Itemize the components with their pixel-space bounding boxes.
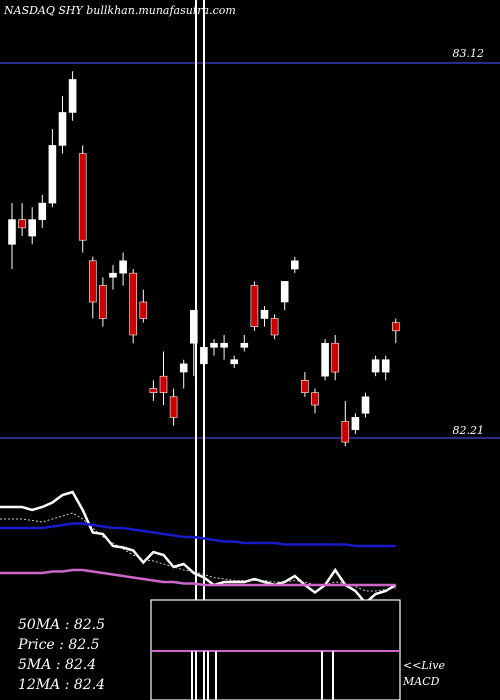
candle-body-28 bbox=[280, 281, 289, 303]
candle-body-33 bbox=[331, 342, 340, 373]
candle-body-26 bbox=[260, 309, 269, 319]
candle-body-7 bbox=[68, 79, 77, 113]
candle-body-12 bbox=[119, 260, 127, 274]
candle-body-39 bbox=[391, 322, 400, 332]
indicator-line-mid bbox=[0, 522, 396, 548]
candle-body-22 bbox=[220, 342, 228, 348]
price-label-upper: 83.12 bbox=[453, 47, 485, 60]
candle-body-32 bbox=[321, 342, 329, 377]
candle-body-30 bbox=[301, 380, 309, 393]
candle-body-18 bbox=[179, 363, 188, 373]
candle-body-13 bbox=[129, 272, 137, 336]
candle-body-21 bbox=[210, 342, 218, 348]
indicator-live-label: <<Live bbox=[403, 659, 445, 672]
candle-body-36 bbox=[361, 396, 370, 414]
chart-title: NASDAQ SHY bullkhan.munafasutra.com bbox=[3, 4, 236, 17]
candle-body-17 bbox=[169, 396, 178, 418]
reference-lines bbox=[0, 62, 500, 439]
candle-body-2 bbox=[18, 219, 26, 229]
candle-body-6 bbox=[58, 112, 67, 146]
candle-body-14 bbox=[139, 301, 148, 319]
candle-body-3 bbox=[28, 219, 37, 237]
candle-body-9 bbox=[89, 260, 97, 303]
candle-body-20 bbox=[200, 347, 208, 365]
candle-body-29 bbox=[290, 260, 299, 270]
candle-body-11 bbox=[109, 272, 117, 278]
indicator-line-slow bbox=[0, 568, 396, 587]
candle-body-25 bbox=[250, 285, 259, 328]
stat-5ma: 5MA : 82.4 bbox=[18, 657, 96, 673]
candle-body-16 bbox=[159, 375, 168, 393]
indicator-lines bbox=[0, 490, 397, 605]
candle-body-1 bbox=[8, 219, 16, 245]
candles bbox=[8, 71, 400, 447]
stat-price: Price : 82.5 bbox=[17, 637, 100, 653]
candle-body-10 bbox=[99, 285, 107, 319]
candle-body-35 bbox=[351, 417, 360, 431]
candle-body-19 bbox=[190, 309, 198, 344]
candle-body-31 bbox=[311, 392, 319, 406]
candle-body-15 bbox=[149, 388, 158, 393]
indicator-line-signal bbox=[0, 512, 396, 592]
candle-body-38 bbox=[381, 359, 390, 373]
macd-panel bbox=[150, 599, 401, 700]
indicator-macd-label: MACD bbox=[402, 675, 440, 688]
candle-body-27 bbox=[270, 318, 279, 336]
candle-body-37 bbox=[371, 359, 380, 373]
candle-body-4 bbox=[38, 202, 47, 220]
candle-body-8 bbox=[78, 153, 87, 241]
price-label-lower: 82.21 bbox=[453, 424, 485, 437]
candle-body-24 bbox=[240, 342, 249, 348]
stat-50ma: 50MA : 82.5 bbox=[18, 617, 105, 633]
stat-12ma: 12MA : 82.4 bbox=[18, 677, 105, 693]
candle-body-5 bbox=[48, 145, 57, 204]
indicator-line-fast bbox=[0, 490, 397, 605]
candle-body-34 bbox=[341, 421, 350, 443]
candle-body-23 bbox=[230, 359, 238, 365]
